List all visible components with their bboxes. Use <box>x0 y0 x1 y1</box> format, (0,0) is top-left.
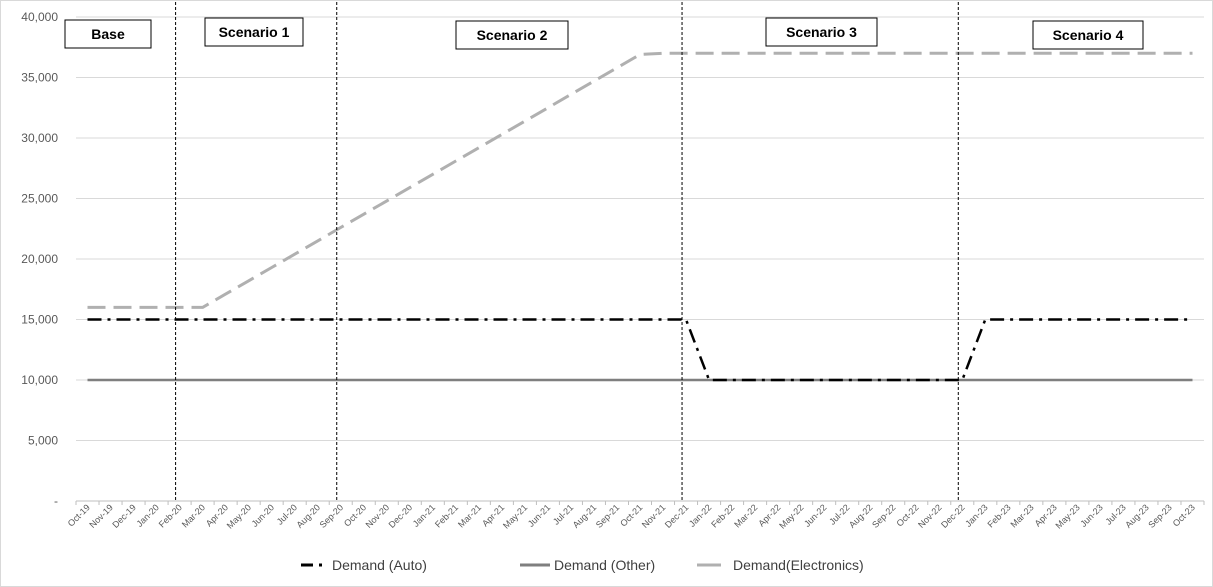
scenario-label-box <box>204 17 304 47</box>
x-tick-label: Nov-20 <box>364 502 392 530</box>
x-tick-label: Dec-20 <box>387 502 415 530</box>
x-tick-label: Jun-21 <box>526 502 553 529</box>
scenario-label-box <box>765 17 878 47</box>
series-line <box>87 51 1193 309</box>
legend-label: Demand (Auto) <box>332 557 427 573</box>
x-tick-label: May-22 <box>777 502 805 530</box>
x-tick-label: Jan-22 <box>687 502 714 529</box>
scenario-label: Base <box>91 26 125 42</box>
x-tick-label: Jan-21 <box>411 502 438 529</box>
x-tick-label: Mar-20 <box>180 502 207 529</box>
x-tick-label: Nov-22 <box>916 502 944 530</box>
y-tick-label: 25,000 <box>21 192 58 206</box>
x-tick-label: Sep-23 <box>1146 502 1174 530</box>
x-tick-label: May-23 <box>1054 502 1082 530</box>
y-tick-label: 10,000 <box>21 373 58 387</box>
x-tick-label: Dec-22 <box>939 502 967 530</box>
x-tick-label: Feb-22 <box>709 502 736 529</box>
y-tick-label: 15,000 <box>21 313 58 327</box>
scenario-label: Scenario 2 <box>477 27 548 43</box>
x-tick-label: Jan-23 <box>963 502 990 529</box>
legend-label: Demand(Electronics) <box>733 557 864 573</box>
scenario-label: Scenario 4 <box>1053 27 1124 43</box>
x-tick-label: Feb-23 <box>985 502 1012 529</box>
x-tick-label: Nov-19 <box>87 502 115 530</box>
scenario-label: Scenario 3 <box>786 24 857 40</box>
x-tick-label: May-20 <box>225 502 253 530</box>
x-tick-label: Jan-20 <box>134 502 161 529</box>
y-tick-label: 35,000 <box>21 71 58 85</box>
x-tick-label: Aug-21 <box>571 502 599 530</box>
x-tick-label: May-21 <box>501 502 529 530</box>
x-tick-label: Nov-21 <box>640 502 668 530</box>
y-tick-label: - <box>54 494 58 508</box>
series-line <box>87 318 1193 382</box>
x-tick-label: Dec-21 <box>663 502 691 530</box>
x-tick-label: Dec-19 <box>110 502 138 530</box>
x-tick-label: Sep-21 <box>594 502 622 530</box>
y-tick-label: 40,000 <box>21 10 58 24</box>
y-tick-label: 30,000 <box>21 131 58 145</box>
x-tick-label: Aug-23 <box>1123 502 1151 530</box>
x-tick-label: Sep-22 <box>870 502 898 530</box>
x-tick-label: Jun-20 <box>250 502 277 529</box>
x-tick-label: Aug-20 <box>295 502 323 530</box>
x-tick-label: Mar-22 <box>732 502 759 529</box>
x-tick-label: Jun-22 <box>802 502 829 529</box>
scenario-label-box <box>455 20 569 50</box>
x-tick-label: Jun-23 <box>1078 502 1105 529</box>
x-tick-label: Sep-20 <box>318 502 346 530</box>
x-tick-label: Mar-23 <box>1009 502 1036 529</box>
x-tick-label: Mar-21 <box>456 502 483 529</box>
x-tick-label: Feb-21 <box>433 502 460 529</box>
scenario-label: Scenario 1 <box>219 24 290 40</box>
x-tick-label: Oct-23 <box>1171 502 1197 528</box>
y-tick-label: 20,000 <box>21 252 58 266</box>
legend-label: Demand (Other) <box>554 557 655 573</box>
scenario-label-box <box>1032 20 1144 50</box>
x-tick-label: Aug-22 <box>847 502 875 530</box>
x-tick-label: Feb-20 <box>157 502 184 529</box>
scenario-label-box <box>64 19 152 49</box>
y-tick-label: 5,000 <box>28 434 58 448</box>
